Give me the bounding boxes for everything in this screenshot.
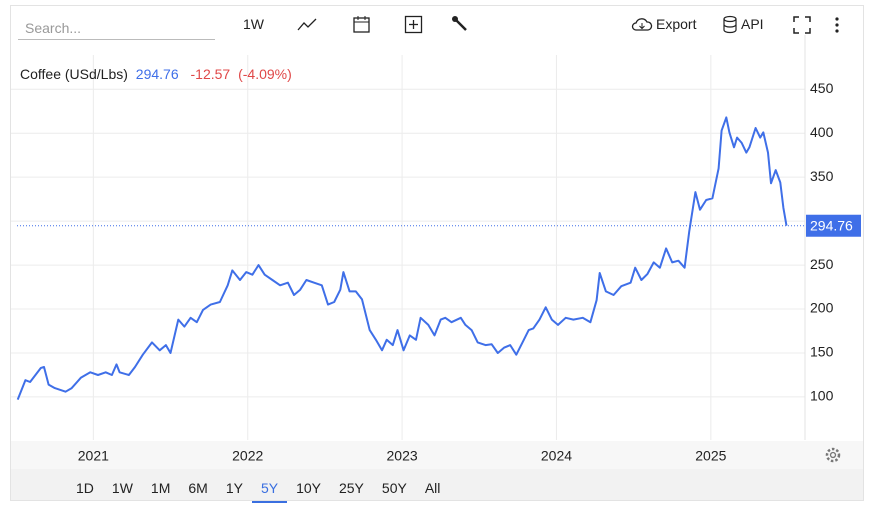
range-button[interactable]: 50Y bbox=[381, 480, 407, 496]
export-button[interactable]: Export bbox=[656, 16, 697, 32]
compare-icon[interactable] bbox=[404, 15, 424, 35]
last-value-label: 294.76 bbox=[810, 217, 853, 233]
y-tick-label: 400 bbox=[810, 124, 834, 140]
search-input[interactable]: Search... bbox=[18, 14, 215, 40]
range-button[interactable]: 1D bbox=[76, 480, 94, 496]
export-icon[interactable] bbox=[630, 16, 654, 34]
y-tick-label: 150 bbox=[810, 344, 834, 360]
change-percent: (-4.09%) bbox=[238, 66, 292, 82]
menu-icon[interactable] bbox=[832, 15, 842, 35]
change: -12.57 bbox=[190, 66, 231, 82]
range-button[interactable]: All bbox=[424, 480, 441, 496]
x-axis-band bbox=[11, 441, 863, 469]
x-tick-label: 2022 bbox=[232, 448, 263, 464]
widget-frame bbox=[10, 5, 864, 501]
y-tick-label: 350 bbox=[810, 168, 834, 184]
api-icon[interactable] bbox=[722, 15, 738, 35]
y-tick-label: 200 bbox=[810, 300, 834, 316]
range-bar bbox=[11, 469, 863, 500]
range-button[interactable]: 1M bbox=[150, 480, 171, 496]
interval-button[interactable]: 1W bbox=[243, 16, 264, 32]
api-button[interactable]: API bbox=[741, 16, 764, 32]
fullscreen-icon[interactable] bbox=[792, 15, 812, 35]
x-tick-label: 2024 bbox=[541, 448, 572, 464]
range-button[interactable]: 5Y bbox=[251, 476, 288, 503]
range-button[interactable]: 6M bbox=[188, 480, 208, 496]
range-button[interactable]: 1Y bbox=[225, 480, 243, 496]
range-button[interactable]: 1W bbox=[111, 480, 133, 496]
series-name: Coffee (USd/Lbs) bbox=[20, 66, 128, 82]
x-tick-label: 2021 bbox=[78, 448, 109, 464]
settings-wrench-icon[interactable] bbox=[451, 15, 471, 35]
chart-type-icon[interactable] bbox=[296, 14, 318, 36]
x-tick-label: 2023 bbox=[387, 448, 418, 464]
y-tick-label: 100 bbox=[810, 388, 834, 404]
y-tick-label: 450 bbox=[810, 80, 834, 96]
y-tick-label: 250 bbox=[810, 256, 834, 272]
range-button[interactable]: 10Y bbox=[296, 480, 321, 496]
price-line bbox=[16, 116, 788, 400]
range-button[interactable]: 25Y bbox=[338, 480, 364, 496]
calendar-icon[interactable] bbox=[352, 14, 372, 34]
legend: Coffee (USd/Lbs) 294.76 -12.57 (-4.09%) bbox=[20, 66, 296, 82]
last-value: 294.76 bbox=[135, 66, 179, 82]
range-buttons: 1D 1W 1M 6M 1Y 5Y 10Y 25Y 50Y All bbox=[67, 476, 449, 503]
grid bbox=[11, 55, 805, 440]
settings-gear[interactable] bbox=[825, 447, 841, 463]
x-tick-label: 2025 bbox=[695, 448, 726, 464]
last-value-badge bbox=[806, 214, 861, 237]
